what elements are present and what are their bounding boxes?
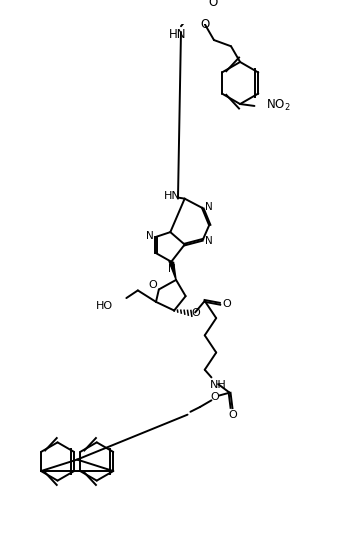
Text: O: O — [228, 410, 237, 419]
Text: NH: NH — [210, 380, 226, 390]
Text: O: O — [149, 280, 158, 289]
Polygon shape — [169, 261, 176, 280]
Text: HN: HN — [164, 191, 181, 201]
Text: N: N — [146, 231, 154, 241]
Text: HN: HN — [168, 28, 186, 41]
Text: HO: HO — [96, 301, 113, 311]
Text: N: N — [205, 236, 212, 246]
Text: O: O — [210, 393, 219, 402]
Text: N: N — [168, 264, 176, 274]
Text: O: O — [200, 18, 209, 31]
Text: O: O — [208, 0, 217, 9]
Text: O: O — [222, 299, 231, 309]
Text: NO$_2$: NO$_2$ — [266, 98, 290, 113]
Text: N: N — [205, 202, 212, 212]
Text: O: O — [192, 308, 201, 318]
